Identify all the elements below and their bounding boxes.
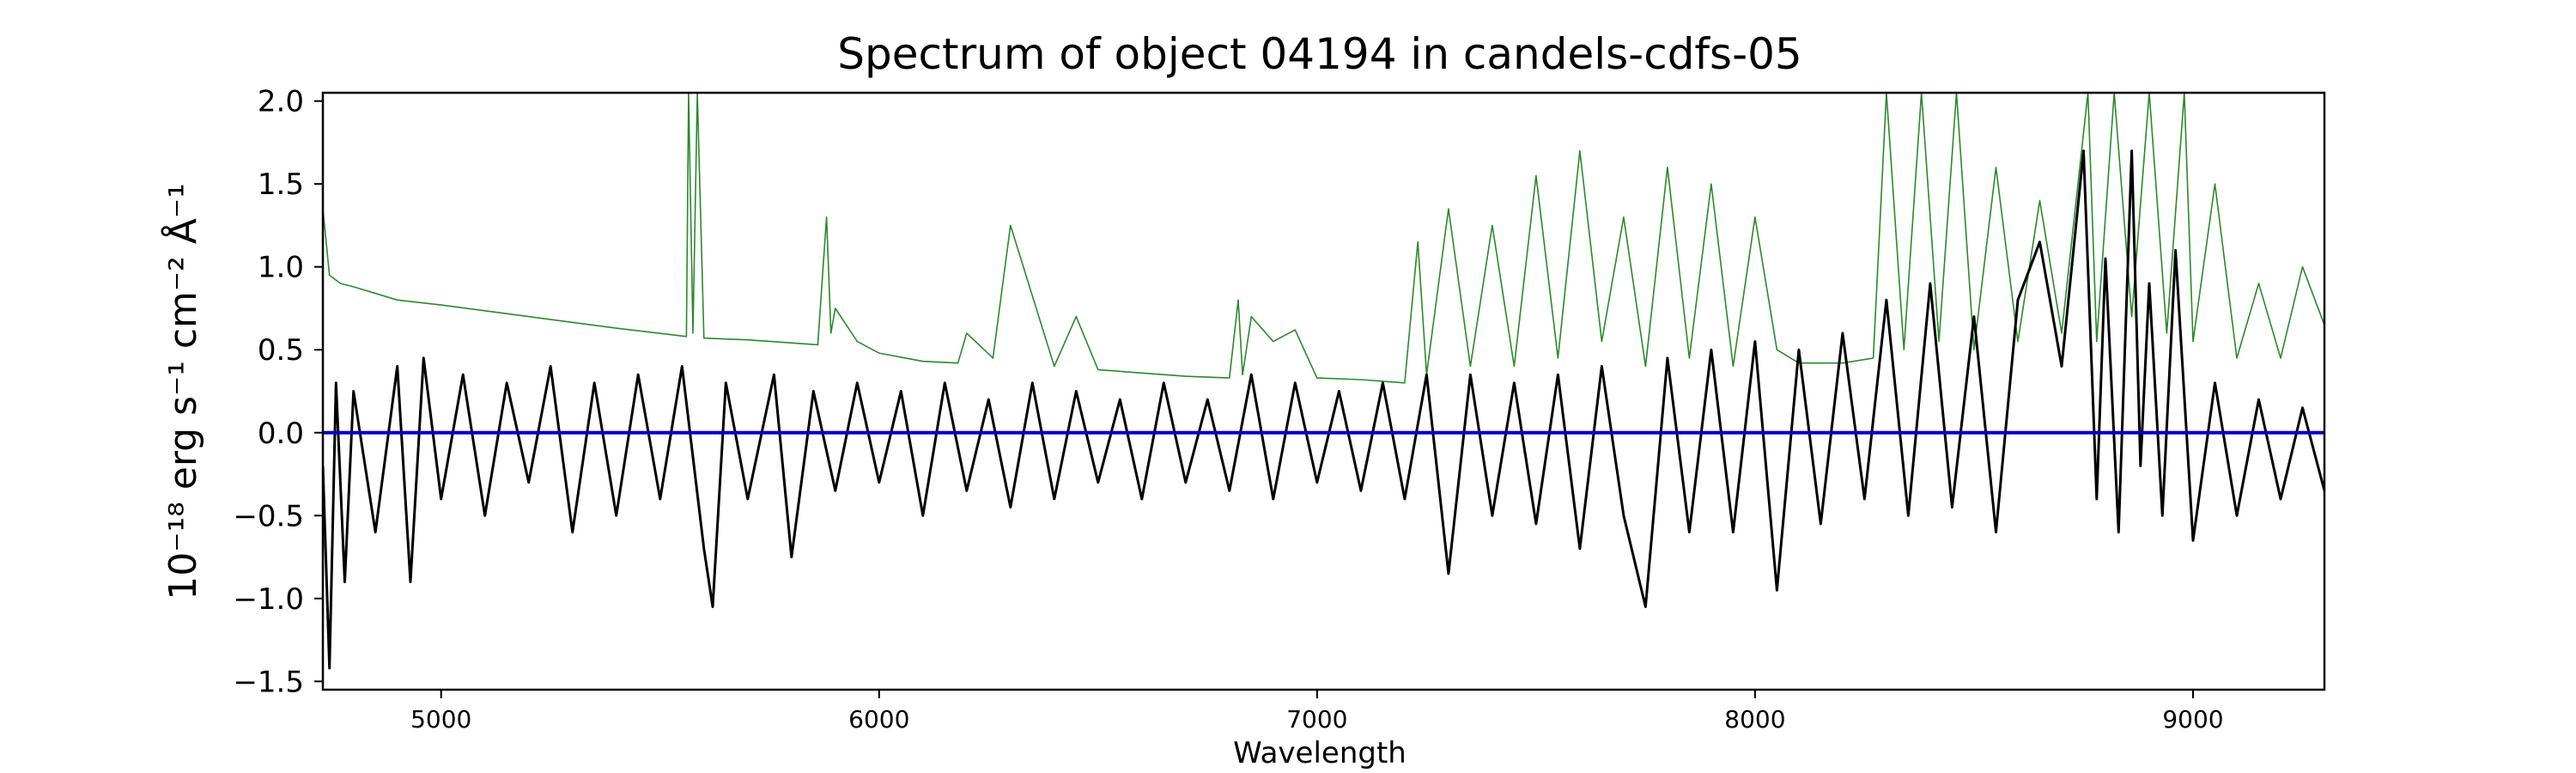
series-layer: [323, 93, 2324, 670]
x-tick-label: 7000: [1286, 705, 1347, 733]
y-axis-label: 10⁻¹⁸ erg s⁻¹ cm⁻² Å⁻¹: [160, 183, 205, 600]
y-tick-label: 1.0: [258, 251, 304, 285]
series-line-0: [323, 93, 2324, 384]
y-tick-label: −1.5: [233, 665, 304, 699]
x-axis-label: Wavelength: [1233, 736, 1406, 770]
x-tick-label: 5000: [410, 705, 471, 733]
y-tick-label: 2.0: [258, 85, 304, 119]
x-tick-label: 8000: [1724, 705, 1785, 733]
y-tick-label: 0.5: [258, 333, 304, 368]
x-tick-label: 6000: [848, 705, 909, 733]
chart-title: Spectrum of object 04194 in candels-cdfs…: [837, 29, 1802, 79]
y-tick-label: −1.0: [233, 582, 304, 617]
ticks-layer: 5000 6000 7000 8000 9000 −1.5 −1.0 −0.5 0.0 0.5 1.…: [233, 85, 2223, 733]
series-line-1: [323, 149, 2324, 670]
plot-frame: [321, 91, 2326, 691]
y-tick-label: −0.5: [233, 499, 304, 533]
x-tick-label: 9000: [2162, 705, 2223, 733]
y-tick-label: 1.5: [258, 167, 304, 202]
y-tick-label: 0.0: [258, 417, 304, 451]
